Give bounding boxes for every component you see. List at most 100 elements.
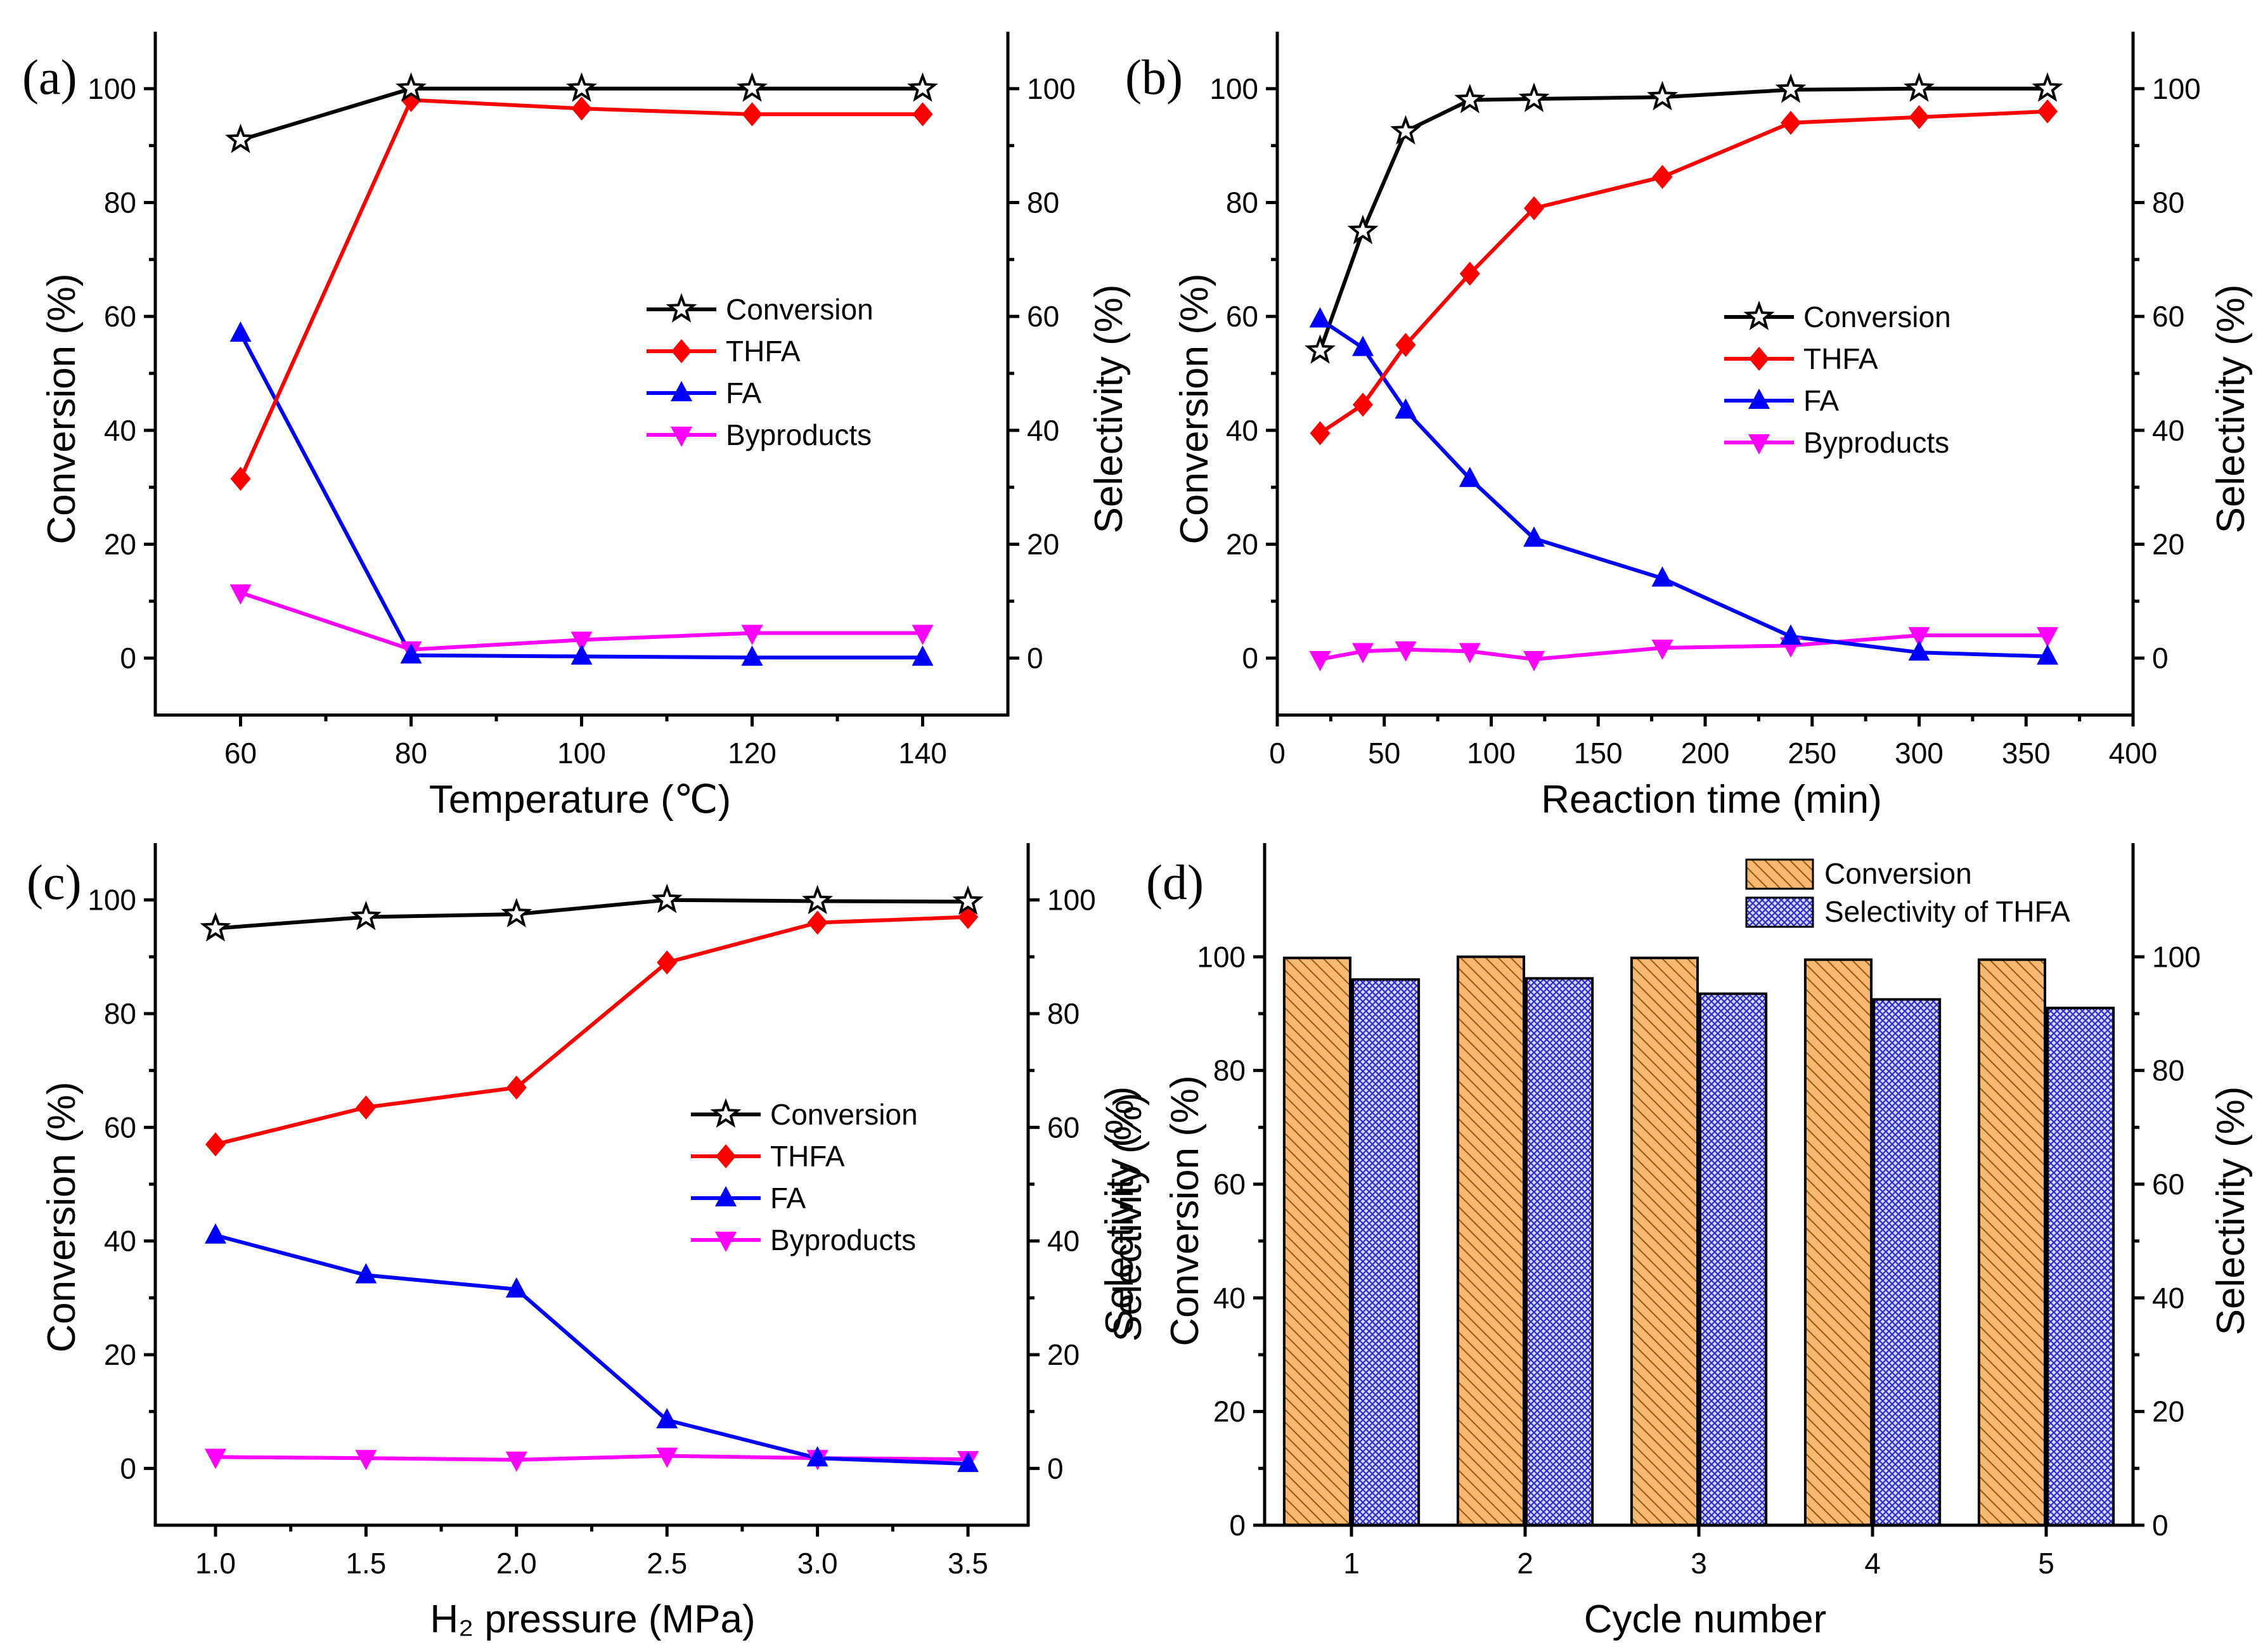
data-point-byproducts — [1352, 643, 1374, 664]
data-point-byproducts — [656, 1447, 678, 1468]
data-point-conversion — [566, 72, 597, 102]
x-tick-label: 60 — [224, 737, 257, 770]
legend-label-conversion: Conversion — [770, 1098, 918, 1131]
bar-bar_conversion — [1977, 958, 2046, 1526]
y-tick-label-left: 100 — [1197, 940, 1246, 973]
y-tick-label-left: 100 — [87, 884, 136, 917]
legend-label-thfa: THFA — [770, 1140, 845, 1173]
data-point-thfa — [1395, 333, 1416, 358]
x-tick-label: 140 — [898, 737, 947, 770]
legend-marker-byproducts — [671, 427, 692, 447]
panel-d-y-right-title: Selectivity (%) — [2209, 1087, 2253, 1336]
x-tick-label: 350 — [2002, 737, 2051, 770]
y-tick-label-right: 80 — [2152, 186, 2184, 219]
data-point-conversion — [1390, 115, 1421, 145]
panel-b-y-left-title: Conversion (%) — [1173, 273, 1216, 544]
y-tick-label-left: 20 — [104, 1338, 136, 1371]
y-tick-label-right: 0 — [2152, 1509, 2169, 1542]
data-point-fa — [957, 1452, 979, 1473]
x-tick-label: 150 — [1574, 737, 1623, 770]
y-tick-label-left: 40 — [104, 414, 136, 447]
y-tick-label-left: 20 — [104, 528, 136, 561]
data-point-conversion — [501, 898, 532, 927]
data-point-conversion — [2032, 72, 2063, 102]
x-tick-label: 3.0 — [797, 1547, 838, 1580]
y-tick-label-left: 20 — [1213, 1395, 1246, 1428]
panel-b-y-right-title: Selectivity (%) — [2209, 285, 2253, 534]
y-tick-label-right: 0 — [1047, 1452, 1064, 1485]
data-point-thfa — [205, 1132, 226, 1157]
panel-c-legend: Conversion THFA FA Byproducts — [691, 1098, 918, 1256]
panel-a: (a) 0 0 20 20 40 40 60 60 80 80 100 100 60 80 100 120 14… — [22, 32, 1131, 822]
legend-label-fa: FA — [1803, 384, 1840, 417]
data-point-fa — [1651, 566, 1673, 587]
data-point-fa — [912, 645, 934, 666]
legend-label-thfa: THFA — [726, 335, 801, 368]
panel-b-label: (b) — [1125, 49, 1183, 105]
data-point-fa — [229, 321, 252, 342]
data-point-byproducts — [571, 631, 593, 652]
series-line-thfa — [215, 915, 969, 1147]
x-tick-label: 1 — [1343, 1547, 1360, 1580]
data-point-thfa — [657, 950, 678, 975]
data-point-conversion — [651, 883, 683, 913]
data-point-fa — [806, 1446, 828, 1467]
y-tick-label-right: 60 — [1027, 300, 1059, 333]
panel-a-y-left-title: Conversion (%) — [40, 273, 84, 544]
legend-marker-fa — [715, 1186, 737, 1206]
panel-b-x-title: Reaction time (min) — [1541, 778, 1881, 822]
panel-b-axes: 0 0 20 20 40 40 60 60 80 80 100 100 0 50 100 150 200 250 3… — [1209, 32, 2201, 770]
panel-b-marks — [1305, 72, 2063, 671]
data-point-fa — [505, 1277, 527, 1298]
panel-a-label: (a) — [22, 49, 77, 105]
y-tick-label-left: 100 — [87, 72, 136, 105]
panel-a-axes: 0 0 20 20 40 40 60 60 80 80 100 100 60 80 100 120 140 — [87, 32, 1076, 770]
y-tick-label-left: 40 — [1226, 414, 1258, 447]
legend-swatch-bar_selectivity — [1745, 896, 1814, 928]
panel-d-marks — [1282, 955, 2115, 1527]
bar-bar_selectivity — [2046, 1007, 2115, 1526]
data-point-thfa — [1310, 421, 1331, 446]
y-tick-label-right: 100 — [2152, 940, 2201, 973]
y-tick-label-left: 80 — [1226, 186, 1258, 219]
y-tick-label-left: 40 — [1213, 1281, 1246, 1314]
data-point-byproducts — [1459, 643, 1481, 664]
panel-d-axes: 0 0 20 20 40 40 60 60 80 80 100 100 1 2 3 4 5 — [1197, 843, 2201, 1580]
y-tick-label-right: 100 — [1027, 72, 1076, 105]
legend-marker-byproducts — [1748, 434, 1770, 455]
x-tick-label: 100 — [1467, 737, 1516, 770]
panel-d-legend: Conversion Selectivity of THFA — [1745, 857, 2070, 928]
legend-label-byproducts: Byproducts — [770, 1223, 916, 1256]
data-point-byproducts — [229, 584, 252, 605]
bar-bar_conversion — [1456, 955, 1525, 1527]
panel-a-marks — [225, 72, 938, 666]
data-point-byproducts — [741, 624, 763, 645]
y-tick-label-right: 100 — [1047, 884, 1096, 917]
data-point-thfa — [1781, 110, 1801, 135]
bar-bar_conversion — [1282, 957, 1352, 1527]
bar-bar_conversion — [1803, 958, 1873, 1526]
y-tick-label-left: 100 — [1209, 72, 1258, 105]
data-point-fa — [656, 1408, 678, 1429]
data-point-fa — [571, 644, 593, 665]
data-point-conversion — [1775, 73, 1807, 103]
y-tick-label-right: 20 — [2152, 528, 2184, 561]
series-line-conversion — [215, 898, 969, 931]
data-point-conversion — [1454, 84, 1486, 113]
y-tick-label-left: 0 — [1229, 1509, 1246, 1542]
data-point-thfa — [1652, 165, 1673, 190]
x-tick-label: 2 — [1517, 1547, 1533, 1580]
legend-marker-thfa — [1749, 347, 1769, 371]
panel-b-legend: Conversion THFA FA Byproducts — [1724, 300, 1951, 459]
data-point-byproducts — [1651, 639, 1673, 660]
data-point-conversion — [200, 912, 231, 942]
data-point-fa — [1780, 624, 1802, 645]
data-point-byproducts — [204, 1449, 226, 1469]
data-point-thfa — [1353, 392, 1373, 417]
series-line-fa — [215, 1233, 969, 1466]
y-tick-label-right: 20 — [1027, 528, 1059, 561]
panel-b: (b) 0 0 20 20 40 40 60 60 80 80 100 100 0 50 100 150 200… — [1125, 32, 2253, 822]
data-point-thfa — [742, 102, 763, 127]
series-line-byproducts — [1319, 633, 2047, 661]
y-tick-label-left: 80 — [1213, 1054, 1246, 1087]
